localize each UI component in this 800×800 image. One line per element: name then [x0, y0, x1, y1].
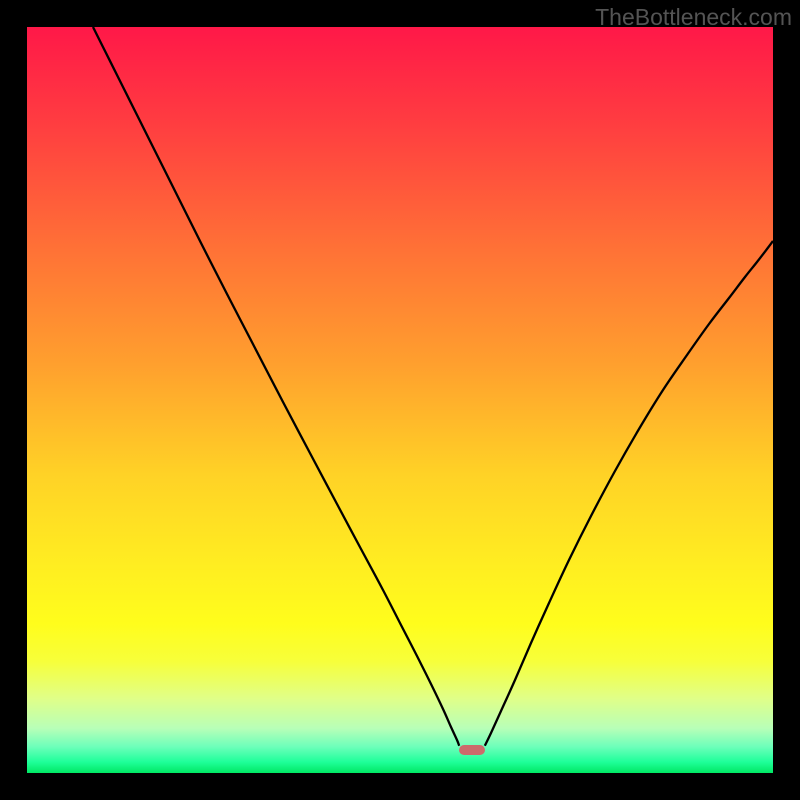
plot-area	[27, 27, 773, 773]
watermark-label: TheBottleneck.com	[595, 4, 792, 30]
bottleneck-curve	[27, 27, 773, 773]
watermark-text: TheBottleneck.com	[595, 4, 792, 31]
